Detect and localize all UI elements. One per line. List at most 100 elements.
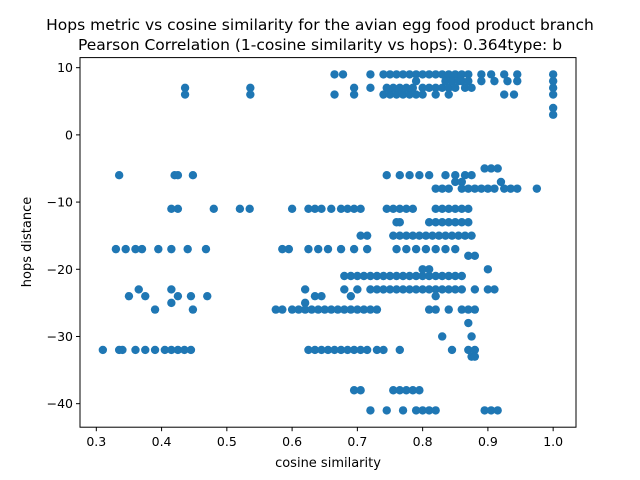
scatter-point bbox=[173, 204, 183, 213]
scatter-point bbox=[310, 204, 320, 213]
scatter-point bbox=[411, 70, 421, 79]
scatter-point bbox=[310, 345, 320, 355]
scatter-point bbox=[444, 271, 453, 281]
scatter-point bbox=[451, 218, 460, 227]
scatter-point bbox=[493, 164, 502, 173]
scatter-point bbox=[379, 345, 388, 355]
chart-title-line2: Pearson Correlation (1-cosine similarity… bbox=[78, 36, 562, 54]
scatter-point bbox=[415, 171, 424, 180]
scatter-point bbox=[186, 291, 196, 301]
scatter-point bbox=[444, 90, 453, 99]
scatter-point bbox=[395, 386, 404, 395]
scatter-point bbox=[548, 90, 558, 99]
scatter-point bbox=[310, 291, 320, 301]
y-tick-label: −10 bbox=[47, 195, 73, 210]
scatter-point bbox=[307, 305, 316, 314]
scatter-point bbox=[150, 345, 160, 355]
scatter-point bbox=[464, 305, 473, 314]
scatter-point bbox=[382, 204, 391, 213]
scatter-point bbox=[486, 406, 496, 415]
scatter-point bbox=[300, 298, 310, 308]
scatter-point bbox=[340, 305, 349, 314]
scatter-point bbox=[470, 345, 480, 355]
scatter-point bbox=[438, 70, 447, 79]
scatter-point bbox=[372, 271, 382, 281]
scatter-point bbox=[464, 318, 473, 328]
scatter-point bbox=[346, 291, 356, 301]
scatter-point bbox=[483, 265, 493, 274]
scatter-point bbox=[356, 231, 365, 240]
scatter-point bbox=[451, 244, 460, 254]
scatter-point bbox=[424, 271, 434, 281]
scatter-point bbox=[167, 204, 176, 213]
scatter-point bbox=[124, 291, 134, 301]
x-tick-label: 0.9 bbox=[478, 434, 498, 449]
scatter-point bbox=[444, 218, 453, 227]
scatter-point bbox=[304, 345, 313, 355]
scatter-point bbox=[500, 184, 509, 193]
scatter-point bbox=[300, 285, 310, 294]
scatter-point bbox=[438, 271, 447, 281]
scatter-point bbox=[278, 244, 287, 254]
scatter-point bbox=[411, 271, 421, 281]
scatter-point bbox=[438, 83, 447, 93]
scatter-point bbox=[457, 305, 466, 314]
scatter-point bbox=[356, 345, 365, 355]
scatter-point bbox=[431, 406, 440, 415]
scatter-point bbox=[464, 76, 473, 86]
scatter-point bbox=[359, 271, 369, 281]
scatter-point bbox=[336, 244, 346, 254]
scatter-point bbox=[137, 244, 147, 254]
scatter-point bbox=[548, 83, 558, 93]
scatter-point bbox=[349, 83, 359, 93]
scatter-point bbox=[493, 406, 502, 415]
scatter-point bbox=[408, 83, 418, 93]
scatter-point bbox=[464, 184, 473, 193]
scatter-point bbox=[379, 285, 388, 294]
scatter-point bbox=[167, 345, 176, 355]
scatter-point bbox=[402, 83, 411, 93]
scatter-point bbox=[353, 285, 362, 294]
scatter-point bbox=[343, 345, 352, 355]
scatter-point bbox=[405, 90, 414, 99]
scatter-point bbox=[447, 76, 457, 86]
scatter-point bbox=[457, 204, 466, 213]
y-axis-label: hops distance bbox=[20, 197, 35, 287]
scatter-point bbox=[154, 244, 163, 254]
scatter-point bbox=[513, 70, 522, 79]
scatter-point bbox=[447, 345, 457, 355]
scatter-point bbox=[398, 406, 408, 415]
scatter-point bbox=[431, 291, 440, 301]
x-tick-label: 0.4 bbox=[152, 434, 172, 449]
scatter-point bbox=[418, 271, 427, 281]
scatter-point bbox=[330, 345, 339, 355]
scatter-point bbox=[317, 291, 326, 301]
scatter-point bbox=[340, 271, 349, 281]
scatter-point bbox=[411, 76, 421, 86]
scatter-point bbox=[188, 171, 198, 180]
scatter-point bbox=[402, 204, 411, 213]
scatter-point bbox=[379, 90, 388, 99]
scatter-point bbox=[460, 83, 470, 93]
scatter-point bbox=[167, 285, 176, 294]
scatter-point bbox=[418, 406, 427, 415]
scatter-point bbox=[444, 204, 453, 213]
scatter-point bbox=[294, 305, 303, 314]
scatter-point bbox=[451, 171, 460, 180]
scatter-point bbox=[490, 184, 499, 193]
scatter-point bbox=[186, 345, 196, 355]
scatter-point bbox=[431, 90, 440, 99]
scatter-point bbox=[114, 171, 124, 180]
scatter-point bbox=[457, 184, 466, 193]
scatter-point bbox=[500, 70, 509, 79]
scatter-point bbox=[441, 231, 450, 240]
scatter-point bbox=[314, 305, 323, 314]
scatter-point bbox=[389, 231, 398, 240]
y-tick-label: 10 bbox=[57, 60, 73, 75]
y-tick-label: −20 bbox=[47, 262, 73, 277]
scatter-point bbox=[480, 406, 489, 415]
scatter-point bbox=[431, 184, 440, 193]
scatter-point bbox=[160, 345, 170, 355]
scatter-point bbox=[366, 70, 375, 79]
scatter-point bbox=[356, 386, 365, 395]
